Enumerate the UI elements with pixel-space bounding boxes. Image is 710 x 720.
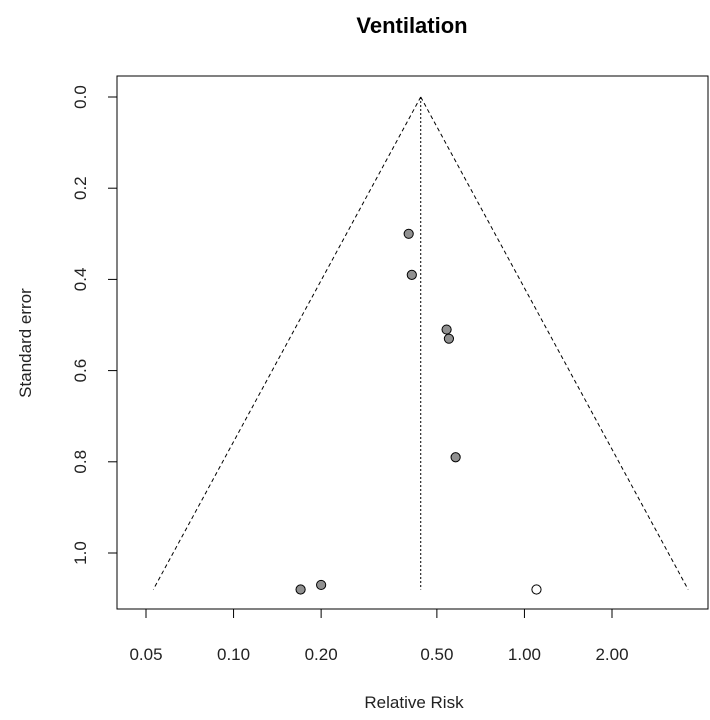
funnel-right-boundary: [420, 96, 689, 590]
study-point: [403, 228, 414, 239]
y-tick-label: 0.4: [71, 268, 90, 292]
study-point: [441, 324, 452, 335]
study-point: [295, 584, 306, 595]
data-points: [295, 228, 542, 595]
x-tick-label: 0.50: [420, 645, 453, 664]
x-tick-label: 0.20: [305, 645, 338, 664]
study-point: [316, 579, 327, 591]
y-tick-label: 0.0: [71, 85, 90, 109]
x-axis: 0.05 0.10 0.20 0.50 1.00 2.00: [129, 608, 629, 664]
chart-title: Ventilation: [356, 13, 467, 38]
y-tick-label: 0.6: [71, 359, 90, 383]
y-tick-label: 0.8: [71, 450, 90, 474]
x-tick-label: 1.00: [508, 645, 541, 664]
plot-frame: [116, 75, 709, 610]
study-point: [406, 269, 417, 280]
x-tick-label: 2.00: [595, 645, 628, 664]
funnel-left-boundary: [152, 96, 422, 590]
study-point: [450, 452, 461, 463]
y-axis: 0.0 0.2 0.4 0.6 0.8 1.0: [71, 85, 118, 565]
y-tick-label: 0.2: [71, 176, 90, 200]
study-point: [443, 333, 455, 344]
x-axis-label: Relative Risk: [364, 693, 464, 712]
y-tick-label: 1.0: [71, 541, 90, 565]
x-tick-label: 0.05: [129, 645, 162, 664]
study-point-open: [531, 584, 542, 595]
x-tick-label: 0.10: [217, 645, 250, 664]
funnel-lines: [152, 96, 689, 590]
y-axis-label: Standard error: [16, 288, 35, 398]
